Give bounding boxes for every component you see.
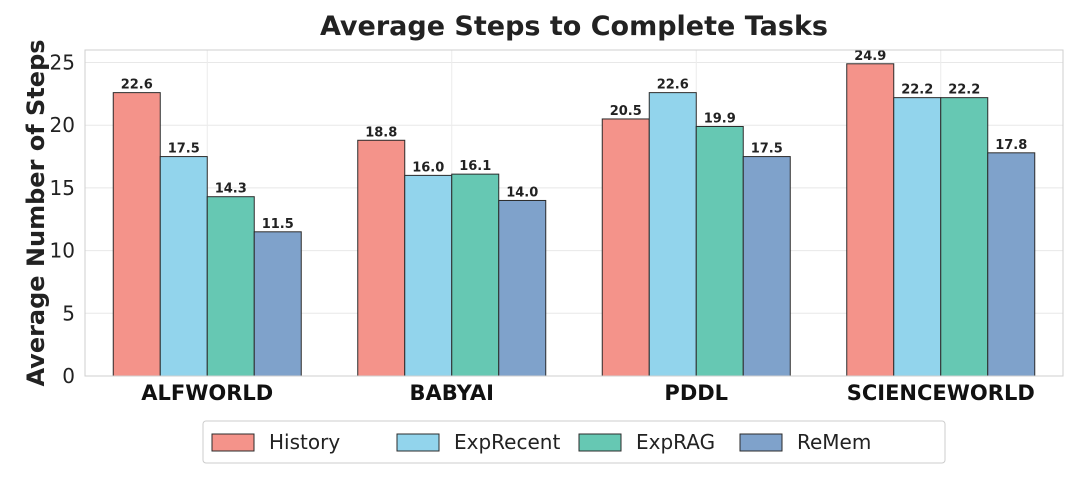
y-tick-label: 5 <box>62 301 75 325</box>
bar-value-label: 22.6 <box>121 78 153 93</box>
bar <box>846 63 895 377</box>
bar <box>940 97 989 377</box>
legend-swatch <box>578 433 622 452</box>
y-tick-label: 25 <box>50 51 75 75</box>
x-axis-tick-labels: ALFWORLD BABYAI PDDL SCIENCEWORLD <box>141 381 1035 405</box>
bar-value-label: 17.8 <box>995 138 1027 153</box>
bars <box>112 63 1036 377</box>
legend-box <box>202 420 946 464</box>
bar <box>112 92 161 377</box>
bar-value-label: 11.5 <box>262 217 294 232</box>
bar-value-label: 17.5 <box>168 142 200 157</box>
bar-value-label: 19.9 <box>704 111 736 126</box>
x-tick-label: BABYAI <box>410 381 494 405</box>
legend-label: ReMem <box>797 430 871 454</box>
bar-value-label: 24.9 <box>854 49 886 64</box>
bar <box>648 92 697 377</box>
bar <box>695 125 744 377</box>
chart-title: Average Steps to Complete Tasks <box>320 11 828 42</box>
legend-swatch <box>739 433 783 452</box>
bar-value-label: 14.0 <box>506 185 538 200</box>
bar-value-label: 22.2 <box>948 83 980 98</box>
bar <box>253 231 302 377</box>
bar <box>357 139 406 377</box>
x-tick-label: PDDL <box>664 381 728 405</box>
plot-frame <box>84 49 1064 377</box>
bar-value-label: 16.0 <box>412 160 444 175</box>
y-tick-label: 20 <box>50 113 75 137</box>
x-tick-label: ALFWORLD <box>141 381 273 405</box>
bar <box>742 156 791 377</box>
bar <box>159 156 208 377</box>
legend: History ExpRecent ExpRAG ReMem <box>202 420 946 464</box>
value-labels: 22.6 17.5 14.3 11.5 18.8 16.0 16.1 14.0 20.5 22.6… <box>121 49 1028 232</box>
y-tick-label: 10 <box>50 239 75 263</box>
bar-value-label: 17.5 <box>751 142 783 157</box>
legend-label: History <box>269 430 340 454</box>
x-tick-label: SCIENCEWORLD <box>847 381 1035 405</box>
bar-value-label: 18.8 <box>365 125 397 140</box>
bar-value-label: 22.6 <box>657 78 689 93</box>
legend-label: ExpRecent <box>454 430 560 454</box>
bar <box>404 174 453 377</box>
bar <box>498 199 547 377</box>
bar <box>987 152 1036 377</box>
bar-value-label: 22.2 <box>901 83 933 98</box>
y-tick-label: 15 <box>50 176 75 200</box>
legend-label: ExpRAG <box>636 430 715 454</box>
y-axis-label: Average Number of Steps <box>22 39 50 386</box>
y-tick-label: 0 <box>62 364 75 388</box>
bar-value-label: 16.1 <box>459 159 491 174</box>
legend-swatch <box>211 433 255 452</box>
bar <box>893 97 942 377</box>
bar-value-label: 20.5 <box>610 104 642 119</box>
bar <box>601 118 650 377</box>
y-axis-ticks: 0 5 10 15 20 25 <box>50 51 75 388</box>
legend-swatch <box>396 433 440 452</box>
bar-value-label: 14.3 <box>215 182 247 197</box>
bar <box>451 173 500 377</box>
bar <box>206 196 255 377</box>
